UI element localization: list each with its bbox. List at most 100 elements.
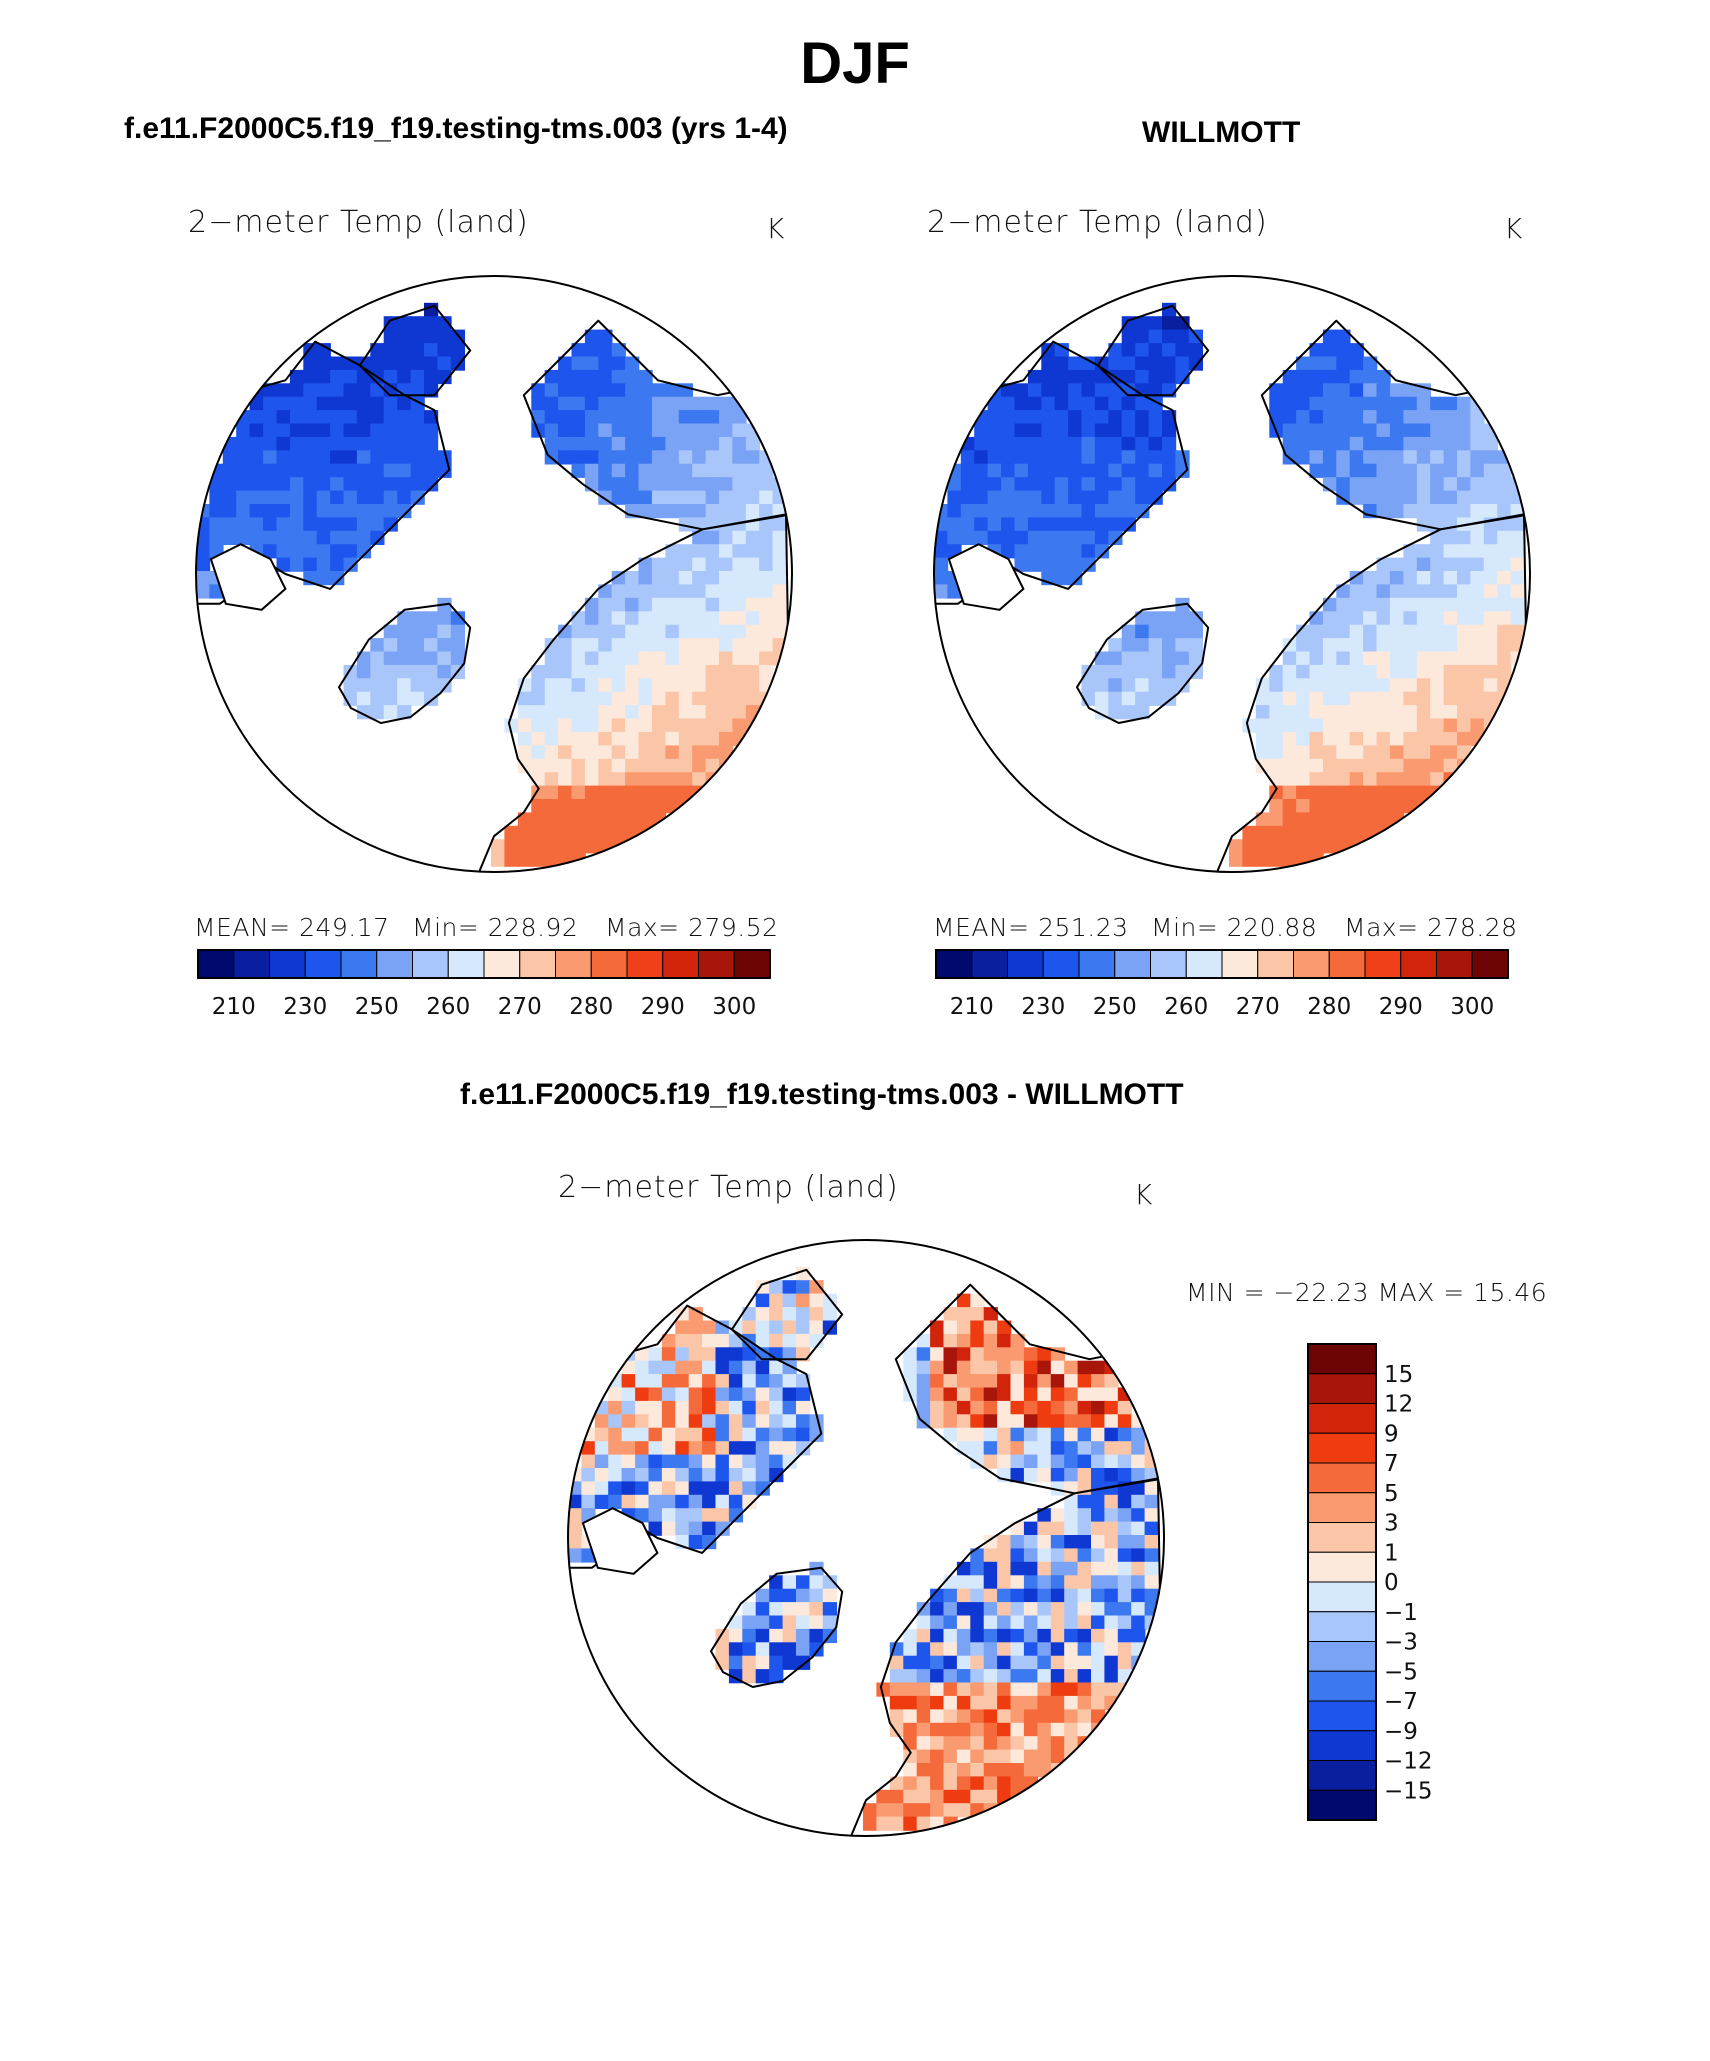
grid-cell bbox=[1349, 490, 1364, 505]
grid-cell bbox=[1389, 557, 1405, 572]
grid-cell bbox=[289, 490, 305, 505]
grid-cell bbox=[1403, 463, 1418, 478]
grid-cell bbox=[983, 1548, 998, 1563]
grid-cell bbox=[544, 664, 559, 680]
grid-cell bbox=[638, 410, 653, 425]
grid-cell bbox=[1403, 691, 1418, 706]
grid-cell bbox=[755, 1293, 770, 1308]
grid-cell bbox=[1510, 557, 1525, 572]
grid-cell bbox=[702, 1508, 717, 1523]
grid-cell bbox=[625, 356, 640, 371]
grid-cell bbox=[571, 691, 586, 706]
grid-cell bbox=[571, 638, 586, 653]
grid-cell bbox=[715, 1333, 730, 1349]
colorbar-tick-label: 300 bbox=[712, 994, 756, 1020]
grid-cell bbox=[356, 490, 372, 505]
grid-cell bbox=[688, 1400, 703, 1416]
grid-cell bbox=[1135, 678, 1150, 693]
grid-cell bbox=[1376, 705, 1391, 720]
grid-cell bbox=[1349, 678, 1364, 693]
grid-cell bbox=[1403, 624, 1418, 639]
colorbar-tick-label: −5 bbox=[1384, 1659, 1418, 1685]
grid-cell bbox=[1077, 1481, 1092, 1496]
grid-cell bbox=[1336, 705, 1351, 720]
colorbar-box bbox=[269, 949, 306, 979]
grid-cell bbox=[947, 517, 962, 532]
grid-cell bbox=[956, 1320, 972, 1335]
colorbar-tick-label: 250 bbox=[355, 994, 399, 1020]
grid-cell bbox=[1148, 463, 1163, 478]
grid-cell bbox=[1121, 450, 1136, 465]
grid-cell bbox=[1470, 557, 1485, 572]
grid-cell bbox=[621, 1427, 636, 1442]
grid-cell bbox=[1470, 530, 1485, 545]
grid-cell bbox=[1135, 316, 1150, 331]
grid-cell bbox=[1117, 1521, 1132, 1536]
grid-cell bbox=[648, 1454, 663, 1469]
grid-cell bbox=[769, 1387, 784, 1402]
grid-cell bbox=[584, 772, 600, 787]
grid-cell bbox=[276, 396, 291, 411]
grid-cell bbox=[1077, 1427, 1092, 1442]
grid-cell bbox=[330, 383, 345, 398]
grid-cell bbox=[772, 584, 787, 599]
grid-cell bbox=[675, 1374, 690, 1389]
grid-cell bbox=[1131, 1441, 1146, 1456]
grid-cell bbox=[678, 463, 693, 478]
grid-cell bbox=[410, 678, 425, 693]
grid-cell bbox=[1376, 691, 1391, 706]
grid-cell bbox=[356, 423, 372, 438]
grid-cell bbox=[956, 1588, 972, 1603]
colorbar-box bbox=[698, 949, 735, 979]
grid-cell bbox=[705, 517, 720, 532]
grid-cell bbox=[692, 450, 707, 465]
coastline-hudson-bay bbox=[581, 1507, 659, 1575]
grid-cell bbox=[1255, 852, 1270, 867]
grid-cell bbox=[289, 544, 305, 559]
grid-cell bbox=[822, 1615, 837, 1630]
grid-cell bbox=[1148, 664, 1163, 680]
grid-cell bbox=[970, 1628, 985, 1644]
grid-cell bbox=[769, 1628, 784, 1644]
grid-cell bbox=[236, 477, 251, 492]
grid-cell bbox=[1121, 705, 1136, 720]
grid-cell bbox=[289, 530, 305, 545]
grid-cell bbox=[1430, 410, 1445, 425]
grid-cell bbox=[1162, 463, 1177, 478]
grid-cell bbox=[544, 825, 559, 840]
grid-cell bbox=[956, 1655, 972, 1670]
grid-cell bbox=[1135, 705, 1150, 720]
grid-cell bbox=[1416, 463, 1431, 478]
grid-cell bbox=[1269, 812, 1284, 827]
grid-cell bbox=[661, 1414, 677, 1429]
grid-cell bbox=[1376, 799, 1391, 814]
grid-cell bbox=[648, 1347, 663, 1362]
grid-cell bbox=[330, 477, 345, 492]
grid-cell bbox=[970, 1655, 985, 1670]
grid-cell bbox=[1091, 1669, 1106, 1684]
grid-cell bbox=[356, 477, 372, 492]
grid-cell bbox=[970, 1400, 985, 1416]
grid-cell bbox=[1010, 1535, 1025, 1550]
grid-cell bbox=[675, 1387, 690, 1402]
grid-cell bbox=[1416, 745, 1431, 760]
grid-cell bbox=[889, 1776, 904, 1791]
grid-cell bbox=[397, 504, 412, 519]
grid-cell bbox=[1416, 423, 1431, 438]
grid-cell bbox=[997, 1561, 1012, 1576]
grid-cell bbox=[1064, 1602, 1079, 1617]
grid-cell bbox=[611, 772, 626, 787]
grid-cell bbox=[1470, 490, 1485, 505]
map-model bbox=[195, 275, 793, 873]
grid-cell bbox=[343, 423, 358, 438]
grid-cell bbox=[1349, 745, 1364, 760]
grid-cell bbox=[1091, 1360, 1106, 1375]
grid-cell bbox=[1001, 490, 1016, 505]
grid-cell bbox=[705, 678, 720, 693]
grid-cell bbox=[1091, 1655, 1106, 1670]
grid-cell bbox=[1416, 638, 1431, 653]
grid-cell bbox=[970, 1682, 985, 1697]
grid-cell bbox=[997, 1535, 1012, 1550]
grid-cell bbox=[956, 1400, 972, 1416]
grid-cell bbox=[960, 450, 975, 465]
